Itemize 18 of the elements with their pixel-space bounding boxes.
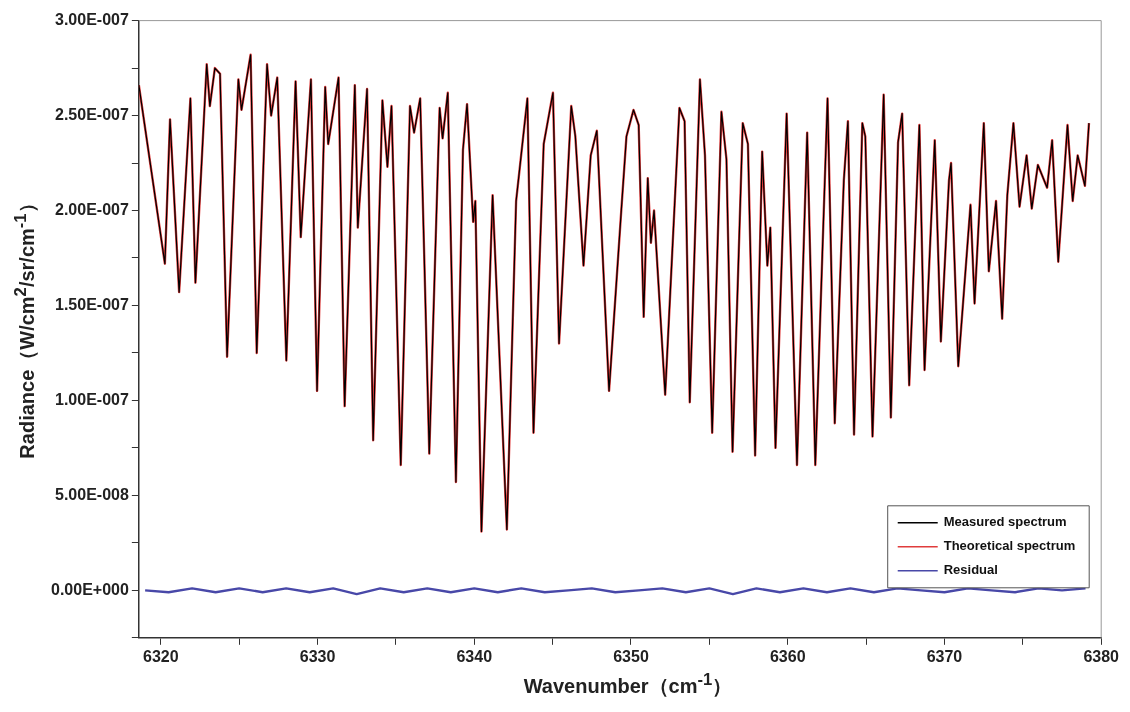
x-tick-label: 6330 [299,647,336,665]
y-tick-label: 2.50E-007 [55,105,129,123]
x-tick-label: 6340 [456,647,493,665]
x-tick-label: 6380 [1083,647,1120,665]
x-tick-label: 6350 [613,647,649,665]
y-tick-label: 0.00E+000 [50,580,129,598]
x-axis-title: Wavenumber（cm$^{-1}$） [523,670,733,699]
legend-label: Theoretical spectrum [943,538,1076,554]
y-tick-label: 3.00E-007 [55,11,129,29]
x-tick-label: 6320 [143,647,179,665]
x-tick-label: 6370 [926,647,963,665]
legend-label: Residual [943,562,998,578]
legend-label: Measured spectrum [943,514,1067,530]
y-tick-label: 1.50E-007 [55,295,129,313]
y-tick-label: 1.00E-007 [55,390,129,408]
x-tick-label: 6360 [769,647,806,665]
y-tick-label: 5.00E-008 [55,485,129,503]
y-tick-label: 2.00E-007 [55,200,129,218]
